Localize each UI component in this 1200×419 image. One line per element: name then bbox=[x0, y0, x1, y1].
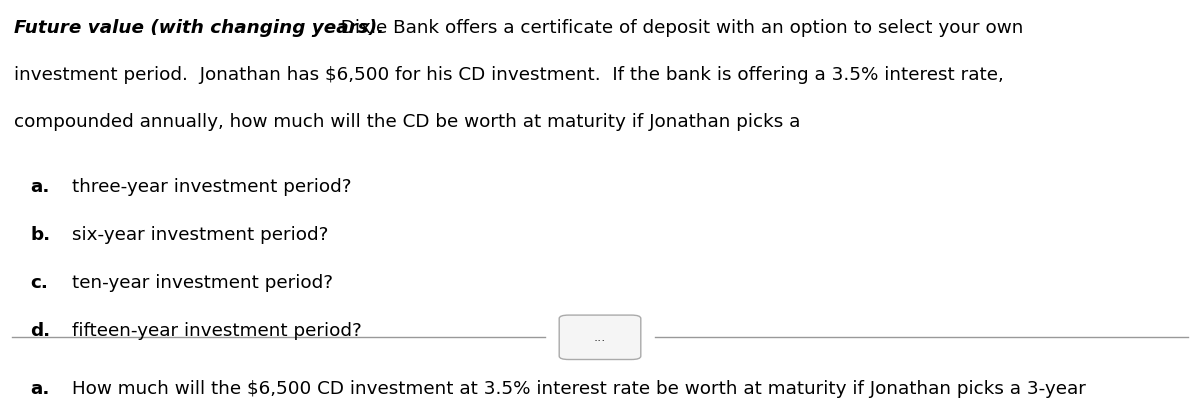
Text: six-year investment period?: six-year investment period? bbox=[72, 226, 329, 244]
Text: Future value (with changing years).: Future value (with changing years). bbox=[14, 19, 384, 37]
Text: three-year investment period?: three-year investment period? bbox=[72, 178, 352, 197]
Text: investment period.  Jonathan has $6,500 for his CD investment.  If the bank is o: investment period. Jonathan has $6,500 f… bbox=[14, 66, 1004, 84]
Text: compounded annually, how much will the CD be worth at maturity if Jonathan picks: compounded annually, how much will the C… bbox=[14, 113, 800, 131]
Text: ten-year investment period?: ten-year investment period? bbox=[72, 274, 334, 292]
Text: a.: a. bbox=[30, 178, 49, 197]
FancyBboxPatch shape bbox=[559, 315, 641, 360]
Text: How much will the $6,500 CD investment at 3.5% interest rate be worth at maturit: How much will the $6,500 CD investment a… bbox=[72, 380, 1086, 398]
Text: b.: b. bbox=[30, 226, 50, 244]
Text: Dixie Bank offers a certificate of deposit with an option to select your own: Dixie Bank offers a certificate of depos… bbox=[329, 19, 1024, 37]
Text: d.: d. bbox=[30, 322, 50, 340]
Text: ...: ... bbox=[594, 331, 606, 344]
Text: fifteen-year investment period?: fifteen-year investment period? bbox=[72, 322, 361, 340]
Text: a.: a. bbox=[30, 380, 49, 398]
Text: c.: c. bbox=[30, 274, 48, 292]
